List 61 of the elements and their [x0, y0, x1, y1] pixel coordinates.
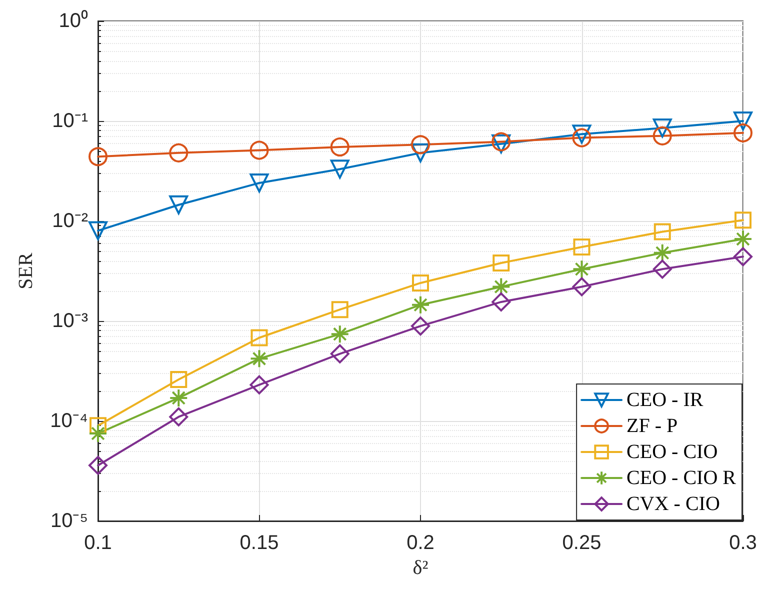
- legend-label: CEO - IR: [626, 389, 704, 411]
- point: [572, 124, 592, 144]
- x-tick-label: 0.1: [84, 532, 112, 554]
- point: [492, 254, 510, 272]
- point: [330, 160, 350, 179]
- point: [170, 371, 188, 388]
- point: [250, 375, 269, 394]
- point: [573, 238, 590, 256]
- point: [734, 247, 752, 266]
- point: [88, 147, 108, 166]
- point: [652, 243, 672, 262]
- point: [734, 123, 752, 142]
- y-tick-label: 10⁻³: [52, 310, 88, 332]
- y-tick-label: 10⁻²: [52, 210, 88, 232]
- point: [330, 344, 350, 364]
- legend-label: CEO - CIO: [626, 441, 718, 463]
- x-tick-label: 0.15: [240, 532, 279, 554]
- point: [250, 140, 269, 160]
- point: [652, 260, 672, 279]
- legend-label: ZF - P: [626, 415, 678, 437]
- point: [250, 173, 269, 192]
- point: [412, 274, 429, 292]
- x-tick-label: 0.2: [406, 532, 434, 554]
- point: [90, 417, 106, 434]
- point: [492, 277, 511, 296]
- point: [88, 221, 108, 240]
- y-tick-label: 10⁻⁵: [50, 510, 88, 532]
- legend-label: CVX - CIO: [626, 493, 720, 515]
- point: [330, 137, 350, 156]
- point: [734, 112, 752, 130]
- point: [88, 456, 108, 475]
- point: [734, 230, 752, 249]
- point: [169, 195, 188, 214]
- point: [411, 316, 430, 336]
- point: [169, 143, 188, 162]
- y-tick-label: 10⁻¹: [52, 110, 88, 132]
- x-axis-title: δ²: [412, 556, 428, 579]
- point: [411, 143, 430, 162]
- point: [88, 424, 108, 443]
- point: [250, 329, 268, 346]
- point: [652, 118, 672, 138]
- point: [492, 292, 511, 312]
- point: [169, 388, 188, 408]
- y-tick-label: 10⁻⁴: [50, 410, 88, 432]
- x-tick-label: 0.25: [562, 532, 602, 554]
- point: [734, 212, 752, 229]
- point: [572, 128, 592, 148]
- point: [572, 260, 592, 279]
- point: [331, 301, 348, 318]
- point: [411, 135, 430, 154]
- point: [169, 407, 188, 426]
- point: [652, 126, 672, 146]
- y-tick-label: 10⁰: [58, 9, 88, 32]
- legend-label: CEO - CIO R: [626, 467, 737, 489]
- point: [250, 349, 269, 368]
- x-tick-label: 0.3: [729, 532, 757, 554]
- point: [411, 295, 430, 314]
- point: [572, 277, 592, 296]
- point: [654, 223, 671, 240]
- y-axis-title: SER: [15, 252, 37, 290]
- point: [330, 324, 350, 344]
